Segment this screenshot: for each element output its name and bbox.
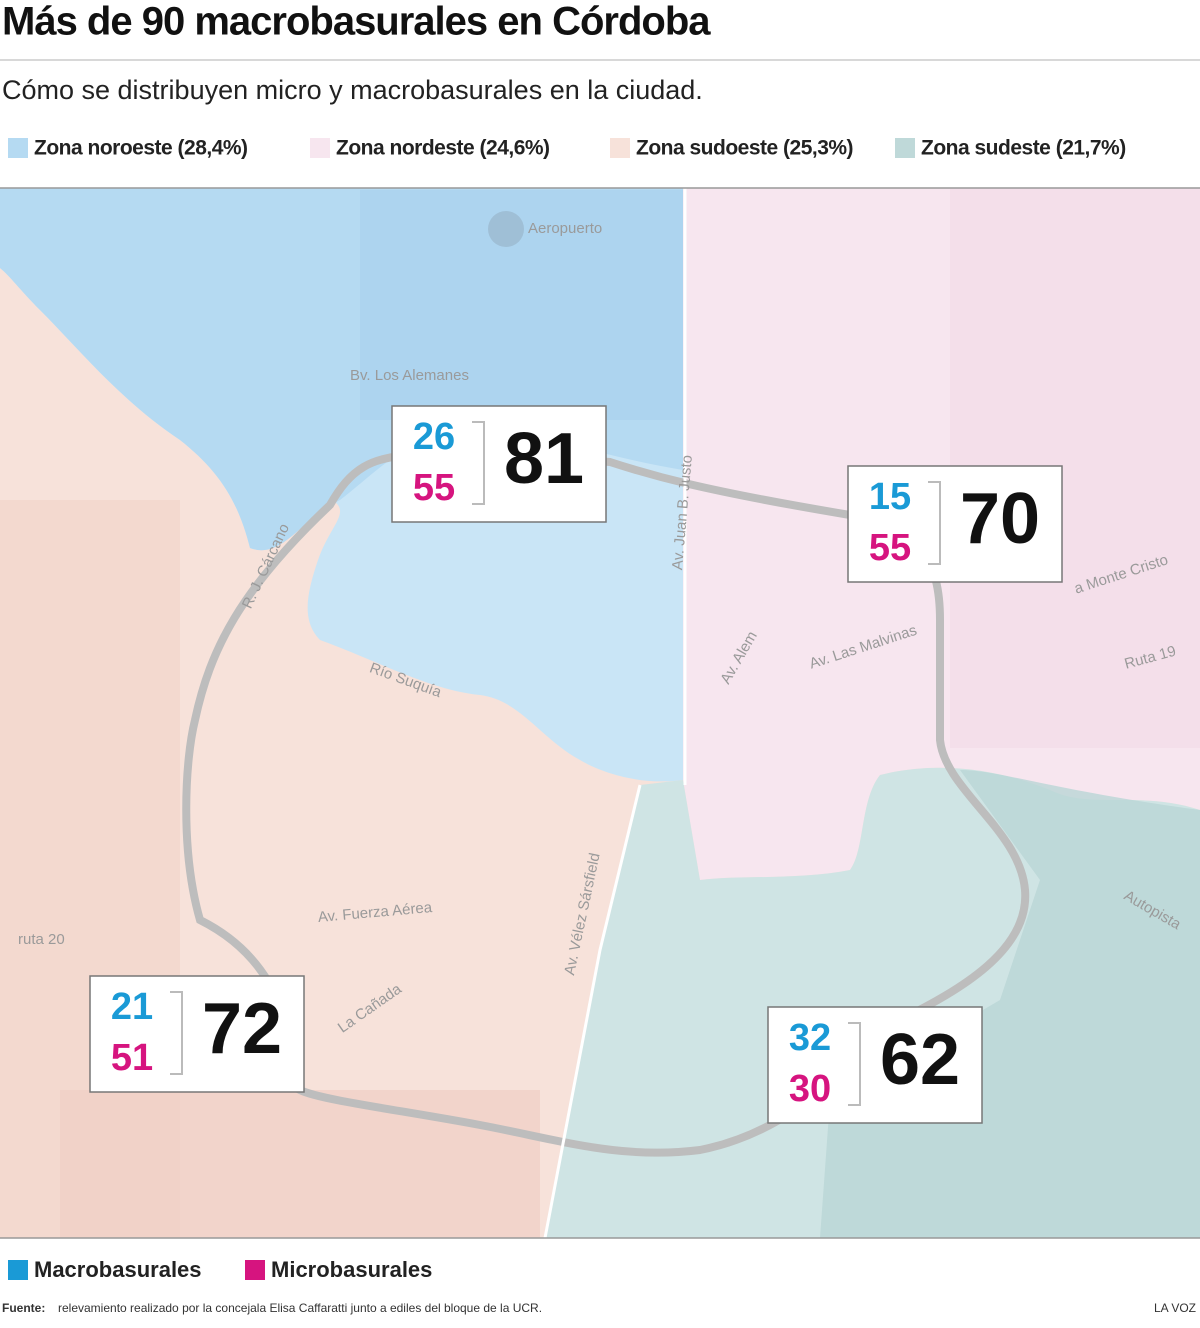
macro-count: 21 (111, 986, 153, 1028)
zone-swatch (8, 138, 28, 158)
box (767, 1006, 983, 1124)
brand: LA VOZ (1154, 1301, 1196, 1315)
legend-swatch (245, 1260, 265, 1280)
micro-count: 51 (111, 1037, 153, 1079)
legend-label: Microbasurales (271, 1257, 432, 1282)
micro-count: 55 (869, 527, 911, 569)
total-count: 81 (504, 419, 584, 499)
bracket (472, 421, 485, 505)
box (847, 465, 1063, 583)
zone-box: 32 30 62 (767, 1006, 983, 1124)
zone-legend-label: Zona sudeste (21,7%) (921, 137, 1126, 160)
source-label: Fuente: (2, 1301, 45, 1315)
total-count: 72 (202, 989, 282, 1069)
macro-count: 26 (413, 416, 455, 458)
zone-legend-label: Zona noroeste (28,4%) (34, 137, 248, 160)
zone-box: 26 55 81 (391, 405, 607, 523)
legend-swatch (8, 1260, 28, 1280)
bracket (170, 991, 183, 1075)
total-count: 70 (960, 479, 1040, 559)
micro-count: 55 (413, 467, 455, 509)
bracket (848, 1022, 861, 1106)
macro-count: 15 (869, 476, 911, 518)
subtitle: Cómo se distribuyen micro y macrobasural… (2, 75, 703, 105)
title: Más de 90 macrobasurales en Córdoba (2, 0, 711, 44)
map-label: Bv. Los Alemanes (350, 367, 469, 384)
legend-label: Macrobasurales (34, 1257, 202, 1282)
micro-count: 30 (789, 1068, 831, 1110)
zone-swatch (610, 138, 630, 158)
source: relevamiento realizado por la concejala … (58, 1301, 542, 1315)
zone-box: 15 55 70 (847, 465, 1063, 583)
macro-count: 32 (789, 1017, 831, 1059)
box (391, 405, 607, 523)
box (89, 975, 305, 1093)
map-label: Aeropuerto (528, 220, 602, 237)
total-count: 62 (880, 1020, 960, 1100)
zone-legend-label: Zona nordeste (24,6%) (336, 137, 550, 160)
zone-swatch (310, 138, 330, 158)
bracket (928, 481, 941, 565)
zone-box: 21 51 72 (89, 975, 305, 1093)
zone-legend-label: Zona sudoeste (25,3%) (636, 137, 853, 160)
zone-swatch (895, 138, 915, 158)
map-label: ruta 20 (18, 931, 65, 948)
